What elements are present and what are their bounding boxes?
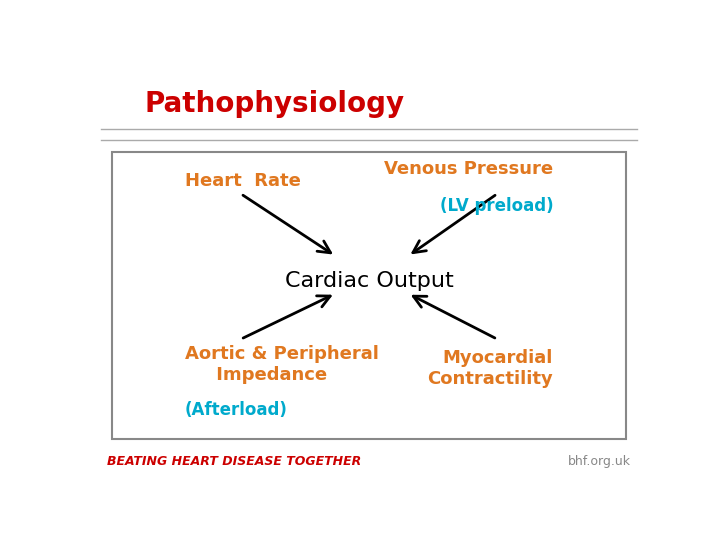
Text: (LV preload): (LV preload) bbox=[439, 197, 553, 215]
Text: ♥: ♥ bbox=[34, 54, 63, 87]
Text: Heart  Rate: Heart Rate bbox=[185, 172, 301, 190]
Text: Pathophysiology: Pathophysiology bbox=[144, 90, 404, 118]
FancyBboxPatch shape bbox=[112, 152, 626, 439]
Text: Aortic & Peripheral
     Impedance: Aortic & Peripheral Impedance bbox=[185, 345, 379, 383]
Text: Cardiac Output: Cardiac Output bbox=[284, 271, 454, 291]
Text: British Heart
Foundation: British Heart Foundation bbox=[27, 102, 70, 115]
Text: (Afterload): (Afterload) bbox=[185, 401, 288, 419]
Text: BEATING HEART DISEASE TOGETHER: BEATING HEART DISEASE TOGETHER bbox=[107, 455, 361, 468]
Text: Myocardial
Contractility: Myocardial Contractility bbox=[428, 349, 553, 388]
Text: bhf.org.uk: bhf.org.uk bbox=[568, 455, 631, 468]
Text: Venous Pressure: Venous Pressure bbox=[384, 160, 553, 178]
